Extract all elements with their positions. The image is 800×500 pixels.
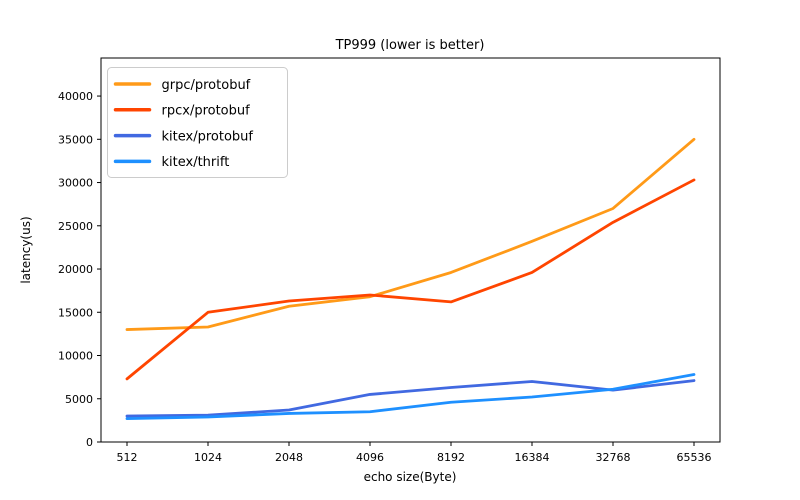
legend-label: kitex/protobuf [162,129,254,144]
series-line-kitex-protobuf [125,379,696,418]
legend-label: grpc/protobuf [162,78,251,93]
y-tick-label: 35000 [58,133,93,146]
y-tick-label: 20000 [58,263,93,276]
y-tick-label: 30000 [58,177,93,190]
y-tick-label: 0 [86,436,93,449]
x-tick-label: 8192 [437,451,465,464]
series-line-kitex-thrift [125,373,696,421]
axes: 0 5000 10000 15000 20000 25000 30000 35000 40000… [58,57,721,464]
legend-box [107,67,288,178]
x-tick-label: 2048 [275,451,303,464]
y-tick-label: 40000 [58,90,93,103]
y-tick-label: 25000 [58,220,93,233]
x-tick-label: 4096 [356,451,384,464]
x-tick-label: 1024 [194,451,222,464]
x-tick-label: 32768 [596,451,631,464]
legend-label: rpcx/protobuf [162,104,251,119]
legend-label: kitex/thrift [162,155,230,170]
legend: grpc/protobuf rpcx/protobuf kitex/protobuf… [107,67,288,178]
y-tick-label: 5000 [65,393,93,406]
chart-title: TP999 (lower is better) [335,38,485,53]
x-axis-label: echo size(Byte) [364,470,457,484]
x-tick-label: 16384 [515,451,550,464]
y-tick-label: 10000 [58,350,93,363]
y-tick-label: 15000 [58,306,93,319]
y-axis-label: latency(us) [19,216,33,283]
x-tick-label: 512 [117,451,138,464]
x-tick-label: 65536 [677,451,712,464]
series-lines [125,137,696,421]
series-line-grpc-protobuf [125,137,696,331]
series-line-rpcx-protobuf [125,178,696,381]
plot-spines [100,57,721,443]
